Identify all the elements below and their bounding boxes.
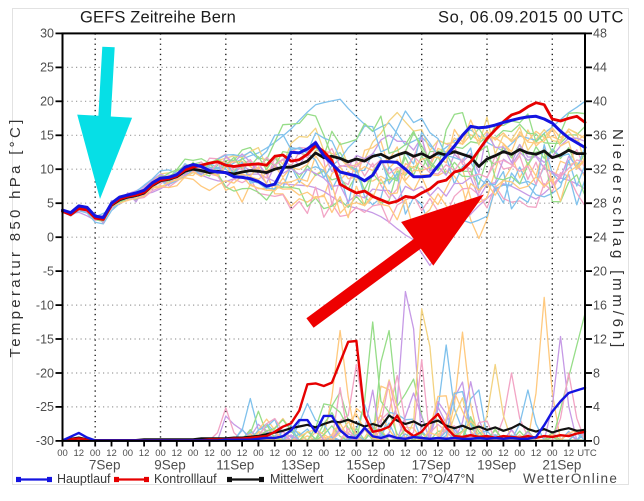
svg-text:36: 36 [593, 129, 607, 143]
svg-text:00: 00 [57, 448, 68, 459]
svg-text:10: 10 [40, 163, 54, 177]
svg-text:12: 12 [270, 448, 281, 459]
svg-text:WetterOnline: WetterOnline [523, 471, 618, 486]
svg-text:17Sep: 17Sep [412, 457, 451, 472]
svg-text:12: 12 [302, 448, 313, 459]
svg-text:20: 20 [593, 264, 607, 278]
svg-text:12: 12 [204, 448, 215, 459]
svg-text:12: 12 [139, 448, 150, 459]
svg-text:4: 4 [593, 400, 600, 414]
svg-text:-15: -15 [36, 332, 54, 346]
svg-text:12: 12 [498, 448, 509, 459]
svg-text:12: 12 [465, 448, 476, 459]
svg-text:12: 12 [106, 448, 117, 459]
svg-text:00: 00 [123, 448, 134, 459]
svg-text:12: 12 [367, 448, 378, 459]
svg-text:15Sep: 15Sep [346, 457, 385, 472]
svg-text:00: 00 [547, 448, 558, 459]
svg-text:32: 32 [593, 163, 607, 177]
svg-text:-25: -25 [36, 400, 54, 414]
svg-text:12: 12 [433, 448, 444, 459]
svg-text:30: 30 [40, 27, 54, 41]
svg-text:So, 06.09.2015 00 UTC: So, 06.09.2015 00 UTC [438, 9, 624, 27]
svg-text:GEFS Zeitreihe Bern: GEFS Zeitreihe Bern [80, 9, 236, 27]
svg-text:00: 00 [188, 448, 199, 459]
svg-text:12: 12 [335, 448, 346, 459]
svg-text:Mittelwert: Mittelwert [270, 472, 324, 486]
svg-text:8: 8 [593, 366, 600, 380]
svg-text:13Sep: 13Sep [281, 457, 320, 472]
svg-text:Niederschlag [mm/6h]: Niederschlag [mm/6h] [609, 129, 626, 351]
svg-text:00: 00 [90, 448, 101, 459]
svg-text:48: 48 [593, 27, 607, 41]
svg-text:0: 0 [47, 231, 54, 245]
svg-text:16: 16 [593, 298, 607, 312]
svg-text:00: 00 [384, 448, 395, 459]
svg-text:12: 12 [593, 332, 607, 346]
svg-text:Hauptlauf: Hauptlauf [57, 472, 111, 486]
svg-text:24: 24 [593, 231, 607, 245]
svg-text:00: 00 [253, 448, 264, 459]
svg-text:UTC: UTC [577, 448, 597, 459]
svg-text:9Sep: 9Sep [154, 457, 186, 472]
svg-text:40: 40 [593, 95, 607, 109]
svg-text:Kontrolllauf: Kontrolllauf [154, 472, 217, 486]
svg-text:-10: -10 [36, 298, 54, 312]
svg-text:19Sep: 19Sep [477, 457, 516, 472]
svg-text:12: 12 [531, 448, 542, 459]
svg-text:-20: -20 [36, 366, 54, 380]
svg-text:Temperatur 850 hPa [°C]: Temperatur 850 hPa [°C] [7, 116, 24, 357]
svg-text:11Sep: 11Sep [216, 457, 254, 472]
svg-text:12: 12 [74, 448, 85, 459]
svg-text:00: 00 [286, 448, 297, 459]
svg-text:00: 00 [221, 448, 232, 459]
svg-text:12: 12 [237, 448, 248, 459]
svg-text:12: 12 [563, 448, 574, 459]
svg-text:44: 44 [593, 61, 607, 75]
svg-text:7Sep: 7Sep [89, 457, 121, 472]
svg-text:00: 00 [482, 448, 493, 459]
svg-text:-30: -30 [36, 434, 54, 448]
svg-text:-5: -5 [43, 264, 54, 278]
svg-text:00: 00 [351, 448, 362, 459]
svg-text:00: 00 [449, 448, 460, 459]
svg-text:0: 0 [593, 434, 600, 448]
svg-text:5: 5 [47, 197, 54, 211]
svg-text:00: 00 [319, 448, 330, 459]
svg-text:21Sep: 21Sep [542, 457, 581, 472]
svg-text:15: 15 [40, 129, 54, 143]
svg-text:28: 28 [593, 197, 607, 211]
svg-text:12: 12 [172, 448, 183, 459]
svg-text:Koordinaten: 7°O/47°N: Koordinaten: 7°O/47°N [347, 472, 474, 486]
svg-text:25: 25 [40, 61, 54, 75]
svg-text:20: 20 [40, 95, 54, 109]
svg-text:12: 12 [400, 448, 411, 459]
svg-text:00: 00 [155, 448, 166, 459]
svg-text:00: 00 [416, 448, 427, 459]
svg-text:00: 00 [514, 448, 525, 459]
